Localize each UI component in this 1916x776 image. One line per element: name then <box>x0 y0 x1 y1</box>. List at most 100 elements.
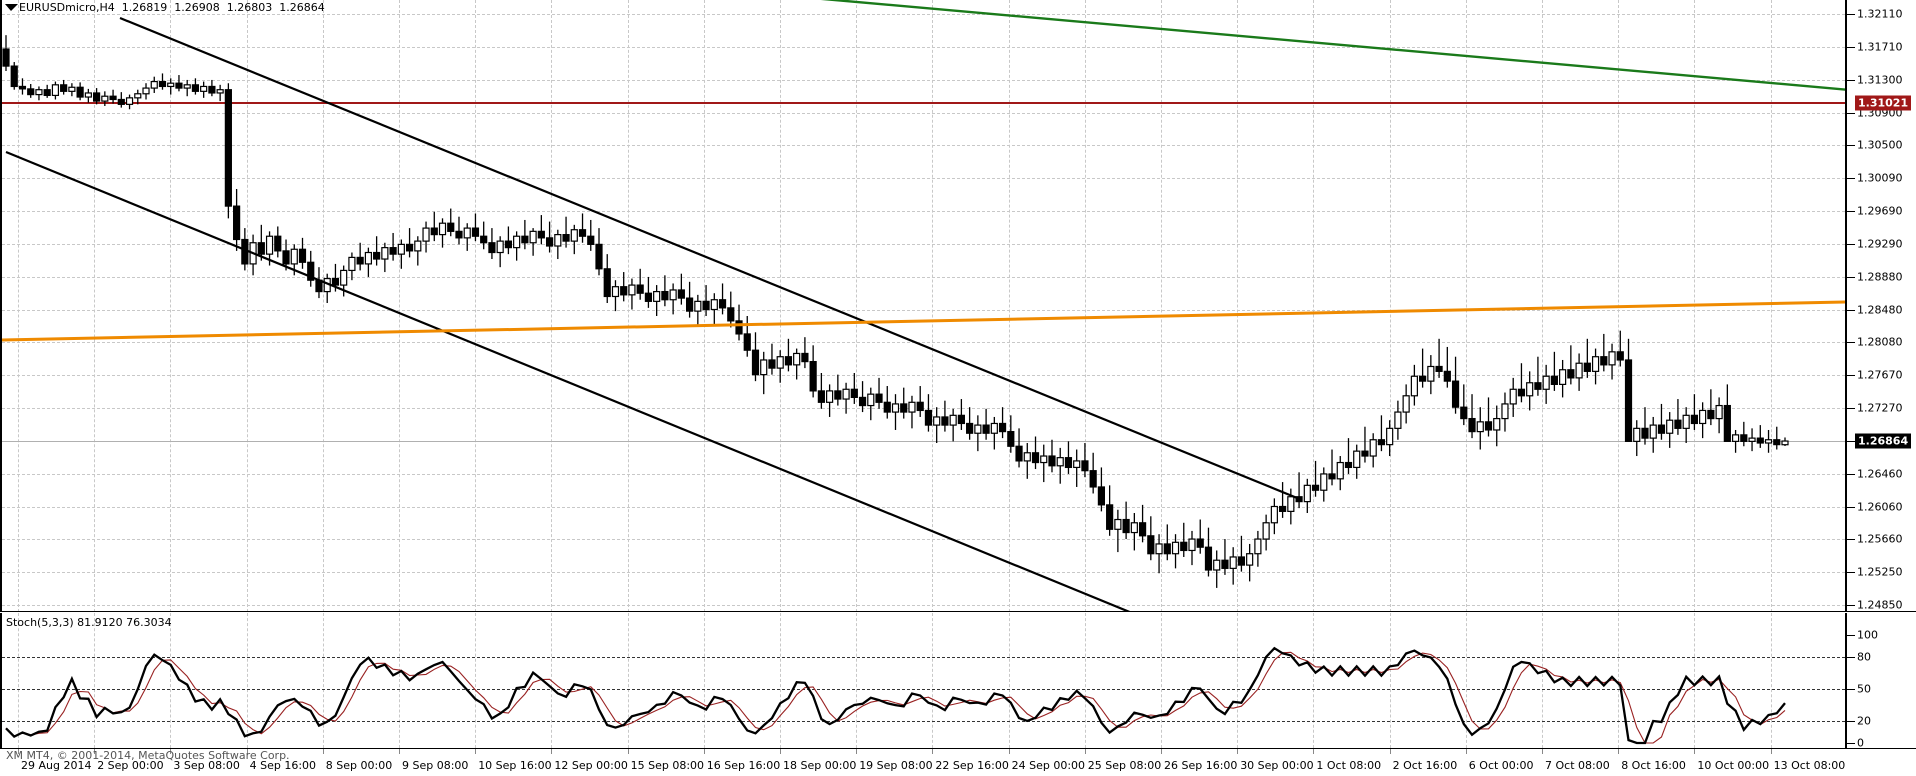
time-tick <box>1237 749 1239 754</box>
time-tick <box>1770 749 1772 754</box>
grid-line-vertical <box>475 0 477 612</box>
time-axis-label: 6 Oct 00:00 <box>1468 759 1534 772</box>
price-axis-label: 1.29690 <box>1857 204 1903 218</box>
price-axis-label: 1.26460 <box>1857 467 1903 481</box>
grid-line-vertical <box>1237 0 1239 612</box>
grid-line-vertical <box>932 613 934 748</box>
grid-line-vertical <box>322 0 324 612</box>
time-axis-label: 8 Oct 16:00 <box>1621 759 1686 772</box>
price-tick <box>1847 243 1855 245</box>
pane-separator-top <box>0 611 1916 612</box>
grid-line-vertical <box>94 0 96 612</box>
stoch-axis-label: 80 <box>1857 650 1871 664</box>
grid-line-vertical <box>1542 613 1543 748</box>
time-tick <box>1465 749 1467 754</box>
price-plot-area[interactable] <box>2 0 1845 612</box>
grid-line-horizontal <box>2 342 1845 344</box>
price-axis-label: 1.28880 <box>1857 270 1903 284</box>
grid-line-vertical <box>551 613 553 748</box>
price-axis-label: 1.24850 <box>1857 598 1903 612</box>
current-price-line <box>2 441 1845 443</box>
indi-bottom-border <box>0 748 1916 749</box>
price-chart-pane[interactable]: EURUSDmicro,H4 1.26819 1.26908 1.26803 1.268… <box>0 0 1916 612</box>
price-tick <box>1847 14 1855 15</box>
grid-line-horizontal <box>2 79 1845 81</box>
price-axis-label: 1.25250 <box>1857 565 1903 579</box>
price-axis-label: 1.27670 <box>1857 368 1903 382</box>
price-axis-label: 1.26060 <box>1857 500 1903 513</box>
chart-arrow-icon <box>5 3 19 12</box>
price-tick <box>1847 441 1855 443</box>
indi-left-border <box>0 613 2 748</box>
grid-line-vertical <box>1237 613 1239 748</box>
grid-line-horizontal <box>2 243 1845 245</box>
current-price-badge: 1.26864 <box>1855 433 1912 449</box>
grid-line-horizontal <box>2 145 1845 147</box>
time-axis-label: 1 Oct 08:00 <box>1316 759 1382 772</box>
grid-line-vertical <box>399 613 400 748</box>
price-axis[interactable]: 1.32110 1.31710 1.31300 1.30900 1.30500 1.300… <box>1847 0 1916 612</box>
grid-line-horizontal <box>2 112 1845 114</box>
pane-left-border <box>0 0 2 612</box>
time-tick <box>856 749 858 754</box>
time-tick <box>18 749 19 754</box>
time-axis[interactable]: XM MT4, © 2001-2014, MetaQuotes Software… <box>0 749 1916 776</box>
stoch-level-line <box>2 656 1845 658</box>
time-axis-label: 4 Sep 16:00 <box>249 759 317 772</box>
time-axis-label: 3 Sep 08:00 <box>173 759 240 772</box>
stochastic-series <box>5 646 1786 745</box>
time-axis-label: 10 Sep 16:00 <box>478 759 552 772</box>
grid-line-vertical <box>1542 0 1543 612</box>
price-tick <box>1847 46 1855 48</box>
resistance-line[interactable] <box>2 101 1845 104</box>
grid-line-vertical <box>1618 613 1620 748</box>
stochastic-plot-area[interactable] <box>2 613 1845 748</box>
grid-line-vertical <box>1008 0 1010 612</box>
symbol-label: EURUSDmicro,H4 <box>19 1 115 14</box>
price-axis-label: 1.30090 <box>1857 171 1903 185</box>
price-axis-label: 1.32110 <box>1857 7 1903 21</box>
price-tick <box>1847 605 1855 606</box>
indi-right-border <box>1845 613 1847 748</box>
stochastic-axis[interactable]: 100 80 50 20 0 <box>1847 613 1916 750</box>
price-tick <box>1847 309 1855 311</box>
grid-line-vertical <box>475 613 477 748</box>
time-tick <box>1313 749 1315 754</box>
stoch-axis-label: 20 <box>1857 714 1871 728</box>
orange-trendline[interactable] <box>2 300 1845 342</box>
time-tick <box>627 749 629 754</box>
grid-line-vertical <box>551 0 553 612</box>
ohlc-low: 1.26803 <box>226 1 273 14</box>
grid-line-vertical <box>322 613 324 748</box>
stochastic-label: Stoch(5,3,3) 81.9120 76.3034 <box>6 616 172 629</box>
grid-line-vertical <box>856 613 858 748</box>
time-axis-label: 15 Sep 08:00 <box>630 759 705 772</box>
stochastic-pane[interactable]: Stoch(5,3,3) 81.9120 76.3034 100 80 50 20 0 <box>0 613 1916 750</box>
grid-line-vertical <box>18 0 19 612</box>
time-axis-label: 2 Oct 16:00 <box>1392 759 1458 772</box>
price-axis-label: 1.30500 <box>1857 138 1903 152</box>
grid-line-vertical <box>1313 0 1315 612</box>
channel-lower-line[interactable] <box>5 150 1242 612</box>
pane-right-border <box>1845 0 1847 612</box>
time-axis-label: 13 Oct 08:00 <box>1773 759 1846 772</box>
stoch-axis-label: 100 <box>1857 628 1878 642</box>
stoch-tick <box>1847 743 1855 744</box>
grid-line-horizontal <box>2 276 1845 278</box>
time-axis-label: 9 Sep 08:00 <box>402 759 469 772</box>
time-tick <box>1618 749 1620 754</box>
price-axis-label: 1.28080 <box>1857 335 1903 349</box>
price-axis-label: 1.29290 <box>1857 237 1903 251</box>
channel-upper-line[interactable] <box>119 16 1303 502</box>
green-trendline[interactable] <box>744 0 1845 96</box>
time-axis-label: 7 Oct 08:00 <box>1545 759 1610 772</box>
time-tick <box>1389 749 1391 754</box>
stoch-level-line <box>2 721 1845 723</box>
grid-line-vertical <box>856 0 858 612</box>
resistance-price-badge: 1.31021 <box>1855 95 1912 111</box>
time-axis-label: 24 Sep 00:00 <box>1011 759 1086 772</box>
stoch-axis-label: 50 <box>1857 682 1871 696</box>
grid-line-horizontal <box>2 539 1845 541</box>
grid-line-vertical <box>627 613 629 748</box>
